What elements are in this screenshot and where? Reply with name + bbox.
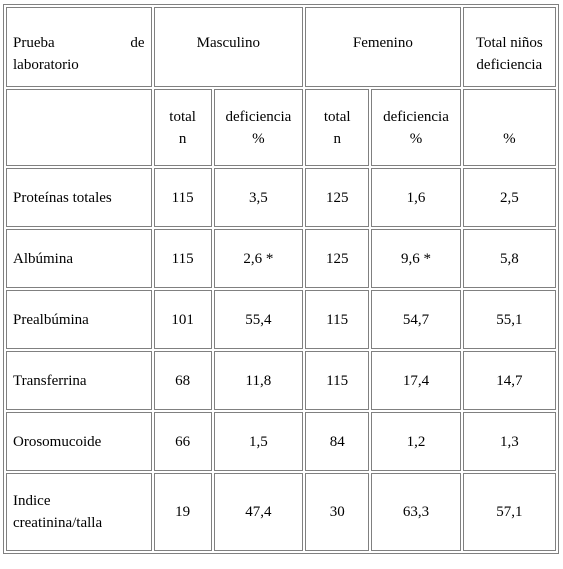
subheader-f-def: deficiencia %	[371, 89, 461, 166]
header-total-line2: deficiencia	[476, 57, 543, 73]
cell-f-def: 63,3	[371, 473, 461, 551]
subheader-f-total-line2: n	[333, 130, 341, 147]
table-row: Indice creatinina/talla 19 47,4 30 63,3 …	[6, 473, 556, 551]
subheader-empty	[6, 89, 152, 166]
cell-f-n: 125	[305, 229, 370, 288]
cell-m-n: 115	[153, 168, 212, 227]
cell-m-n: 68	[153, 351, 212, 410]
subheader-row: total n deficiencia % total n deficienci…	[6, 89, 556, 166]
cell-m-def: 3,5	[213, 168, 304, 227]
cell-m-def: 1,5	[213, 412, 304, 471]
header-prueba-word: Prueba	[13, 35, 55, 51]
header-prueba-line2: laboratorio	[13, 57, 79, 73]
cell-m-n: 66	[153, 412, 212, 471]
cell-total: 55,1	[462, 290, 556, 349]
cell-f-n: 30	[305, 473, 370, 551]
cell-m-n: 101	[153, 290, 212, 349]
cell-prueba: Orosomucoide	[6, 412, 152, 471]
header-total-line1: Total niños	[475, 35, 543, 51]
header-femenino-label: Femenino	[352, 35, 413, 51]
cell-m-def: 55,4	[213, 290, 304, 349]
cell-total: 2,5	[462, 168, 556, 227]
table-row: Prealbúmina 101 55,4 115 54,7 55,1	[6, 290, 556, 349]
header-masculino: Masculino	[153, 7, 304, 87]
subheader-f-total: total n	[305, 89, 370, 166]
subheader-f-def-line2: %	[409, 130, 423, 147]
cell-prueba-line1: Indice	[13, 493, 51, 509]
subheader-m-def: deficiencia %	[213, 89, 304, 166]
cell-prueba: Albúmina	[6, 229, 152, 288]
header-masculino-label: Masculino	[196, 35, 260, 51]
header-de-word: de	[130, 35, 145, 51]
subheader-m-total-line1: total	[169, 108, 196, 125]
cell-m-def: 11,8	[213, 351, 304, 410]
cell-prueba: Indice creatinina/talla	[6, 473, 152, 551]
table-row: Proteínas totales 115 3,5 125 1,6 2,5	[6, 168, 556, 227]
subheader-m-def-line1: deficiencia	[225, 108, 292, 125]
subheader-total-pct-label: %	[503, 130, 516, 147]
header-femenino: Femenino	[305, 7, 461, 87]
subheader-f-def-line1: deficiencia	[383, 108, 449, 125]
header-row: Prueba de laboratorio Masculino Femenino…	[6, 7, 556, 87]
cell-f-def: 1,2	[371, 412, 461, 471]
cell-total: 14,7	[462, 351, 556, 410]
subheader-total-pct: %	[462, 89, 556, 166]
subheader-m-def-line2: %	[252, 130, 265, 147]
header-prueba-line1: Prueba de	[13, 32, 145, 54]
cell-total: 5,8	[462, 229, 556, 288]
cell-f-def: 9,6 *	[371, 229, 461, 288]
cell-prueba: Proteínas totales	[6, 168, 152, 227]
cell-f-n: 84	[305, 412, 370, 471]
cell-prueba-line2: creatinina/talla	[13, 515, 103, 531]
cell-prueba: Prealbúmina	[6, 290, 152, 349]
cell-f-def: 54,7	[371, 290, 461, 349]
cell-m-def: 47,4	[213, 473, 304, 551]
cell-m-n: 19	[153, 473, 212, 551]
table-row: Orosomucoide 66 1,5 84 1,2 1,3	[6, 412, 556, 471]
cell-f-n: 125	[305, 168, 370, 227]
cell-f-def: 1,6	[371, 168, 461, 227]
cell-m-def: 2,6 *	[213, 229, 304, 288]
cell-f-n: 115	[305, 290, 370, 349]
table-wrapper: Prueba de laboratorio Masculino Femenino…	[3, 4, 559, 554]
subheader-m-total: total n	[153, 89, 212, 166]
lab-results-table: Prueba de laboratorio Masculino Femenino…	[3, 4, 559, 554]
table-row: Transferrina 68 11,8 115 17,4 14,7	[6, 351, 556, 410]
subheader-m-total-line2: n	[178, 130, 187, 147]
header-prueba: Prueba de laboratorio	[6, 7, 152, 87]
cell-prueba: Transferrina	[6, 351, 152, 410]
table-row: Albúmina 115 2,6 * 125 9,6 * 5,8	[6, 229, 556, 288]
cell-m-n: 115	[153, 229, 212, 288]
header-total: Total niños deficiencia	[462, 7, 556, 87]
cell-f-n: 115	[305, 351, 370, 410]
cell-f-def: 17,4	[371, 351, 461, 410]
cell-total: 57,1	[462, 473, 556, 551]
cell-total: 1,3	[462, 412, 556, 471]
subheader-f-total-line1: total	[323, 108, 351, 125]
